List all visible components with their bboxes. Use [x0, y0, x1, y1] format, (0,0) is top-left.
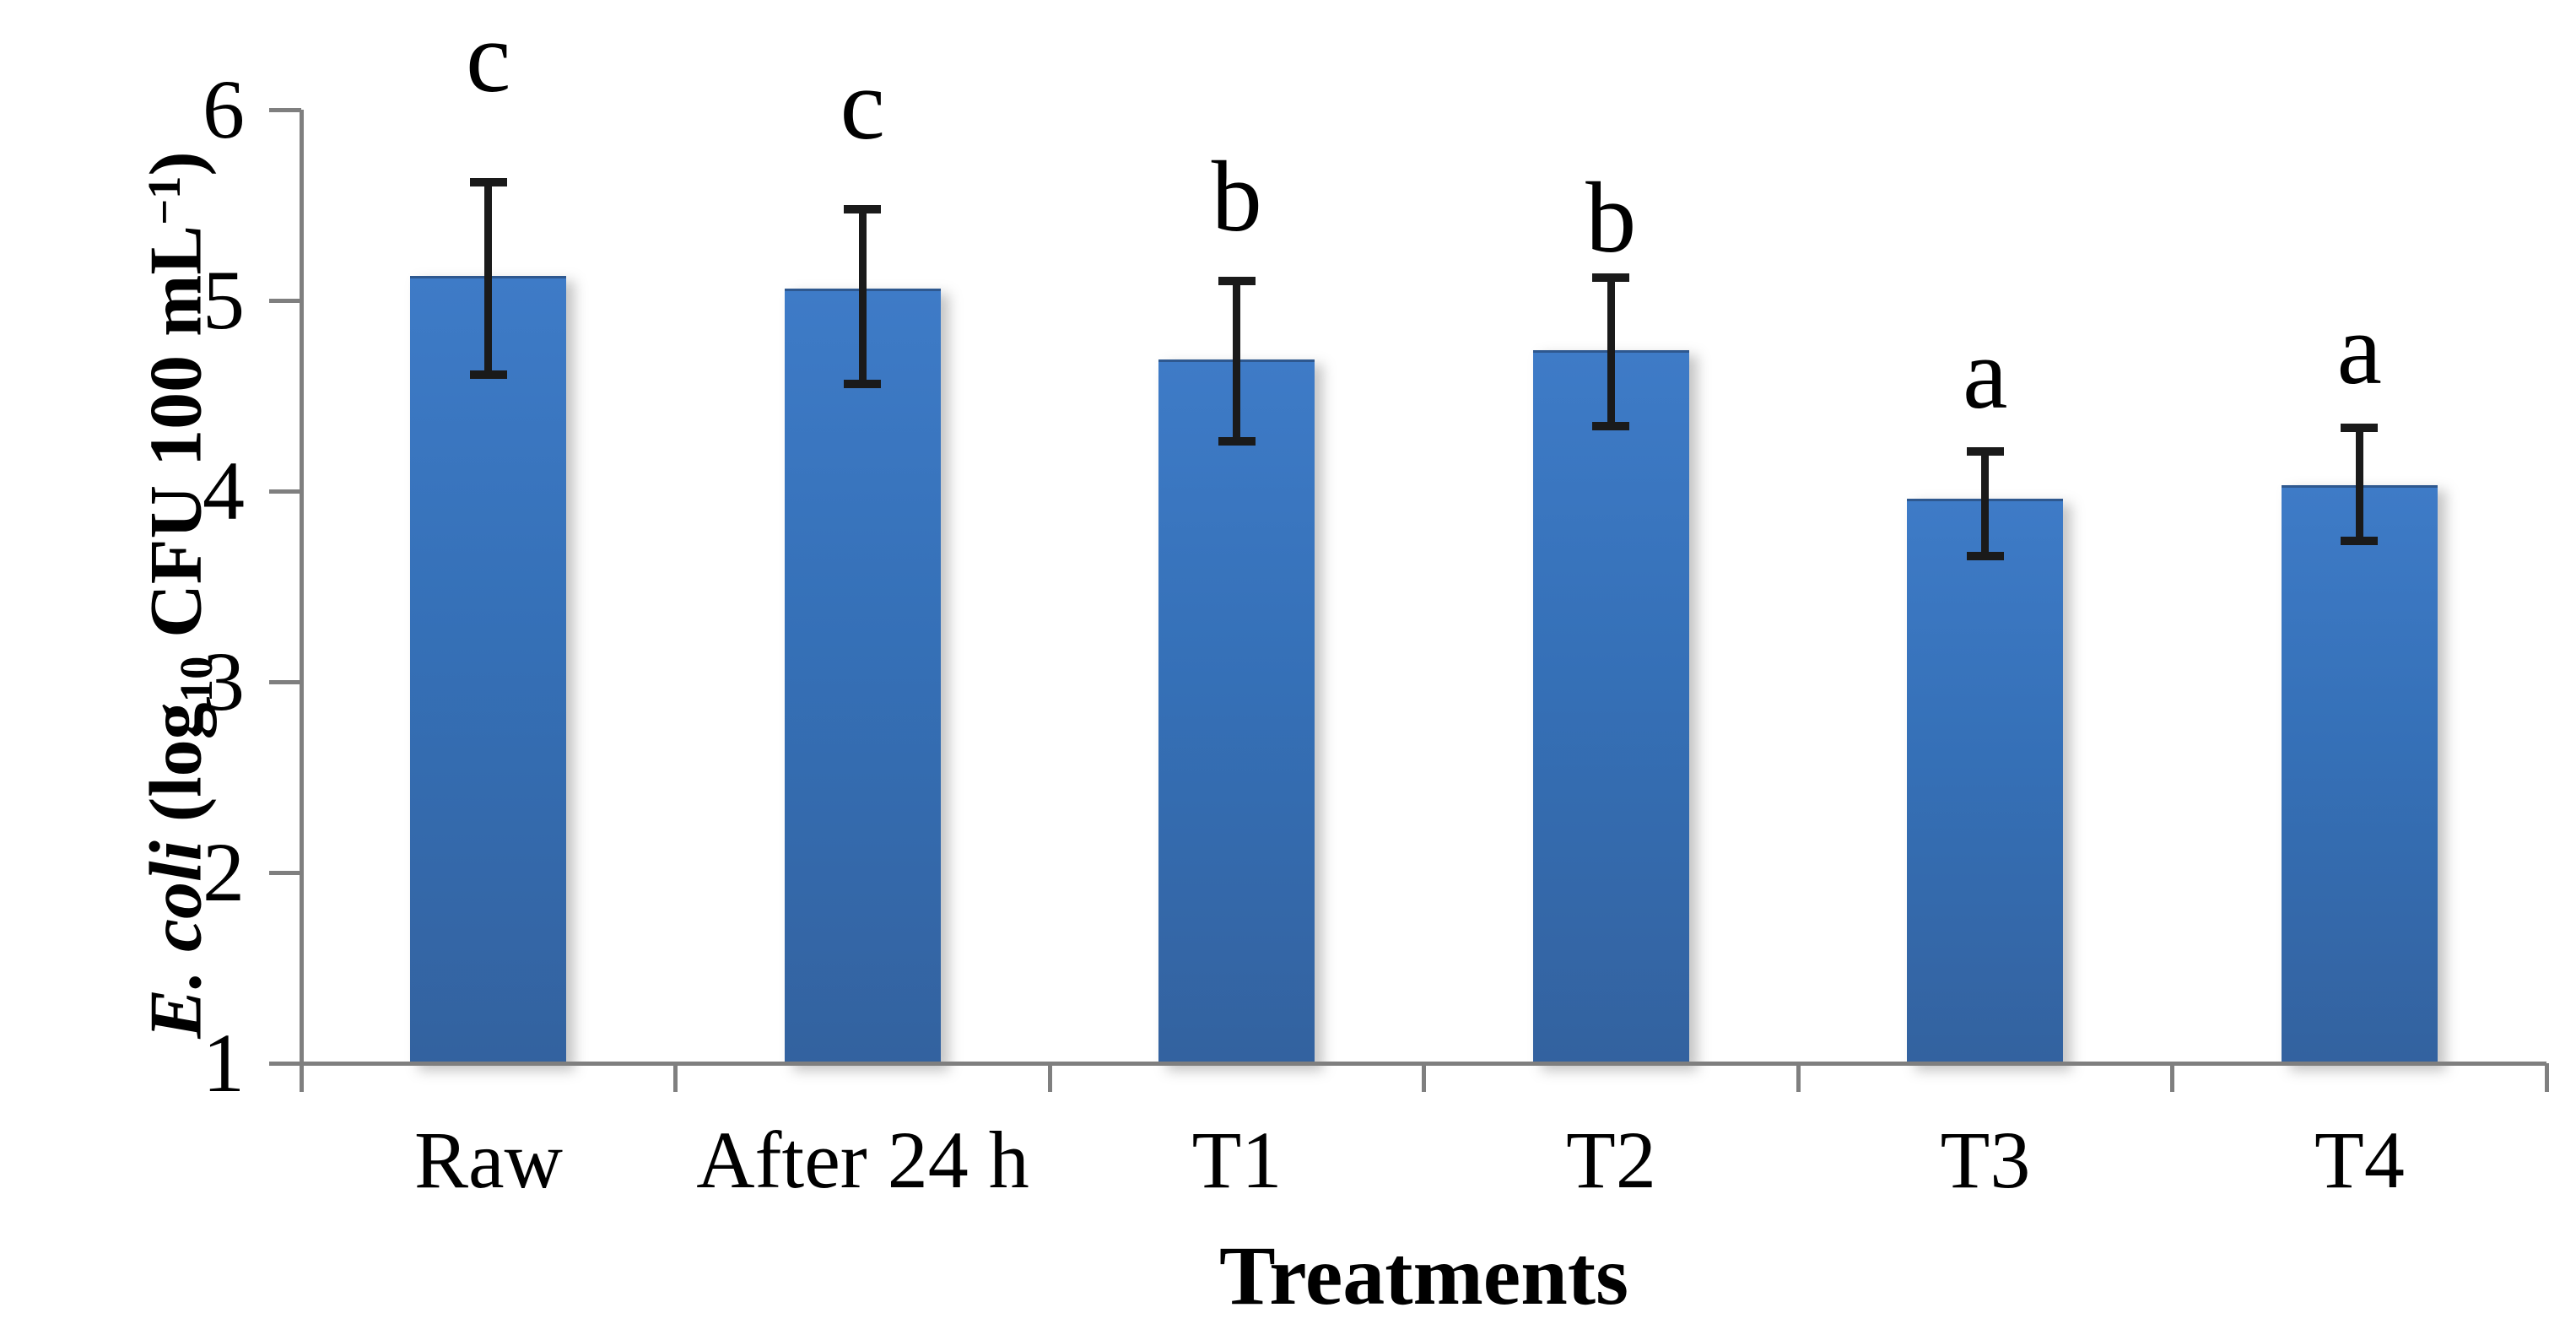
x-tick-label-T2: T2: [1566, 1115, 1656, 1205]
y-tick-label: 2: [203, 825, 245, 919]
x-boundary-tick: [1796, 1063, 1801, 1092]
y-tick-mark: [269, 870, 301, 875]
y-tick-label: 4: [203, 444, 245, 538]
error-bar-cap-bottom: [469, 370, 507, 380]
error-bar-line: [1981, 451, 1990, 556]
error-bar-cap-bottom: [2341, 536, 2379, 545]
x-boundary-tick: [2170, 1063, 2174, 1092]
y-tick-label: 6: [203, 62, 245, 156]
error-bar-cap-top: [2341, 424, 2379, 433]
significance-letter-Raw: c: [466, 0, 511, 113]
bar-T4: [2281, 485, 2438, 1066]
y-tick-mark: [269, 298, 301, 303]
significance-letter-After 24 h: c: [840, 48, 885, 161]
x-boundary-tick: [1047, 1063, 1052, 1092]
error-bar-line: [1607, 277, 1615, 427]
error-bar-line: [2355, 428, 2363, 541]
error-bar-cap-bottom: [1592, 422, 1630, 431]
x-tick-label-After 24 h: After 24 h: [696, 1115, 1029, 1205]
significance-letter-T1: b: [1211, 139, 1262, 252]
x-boundary-tick: [1422, 1063, 1426, 1092]
y-tick-label: 5: [203, 253, 245, 347]
y-tick-label: 3: [203, 635, 245, 728]
error-bar-line: [1233, 281, 1241, 442]
error-bar-cap-bottom: [1218, 437, 1256, 446]
error-bar-line: [484, 181, 493, 376]
y-tick-mark: [269, 679, 301, 684]
y-tick-mark: [269, 107, 301, 112]
error-bar-cap-top: [469, 177, 507, 186]
error-bar-cap-top: [1966, 446, 2004, 456]
significance-letter-T2: b: [1585, 160, 1637, 273]
bar-After 24 h: [784, 289, 941, 1066]
significance-letter-T3: a: [1963, 316, 2008, 430]
x-boundary-tick: [673, 1063, 678, 1092]
x-tick-label-T3: T3: [1940, 1115, 2031, 1205]
error-bar-cap-bottom: [844, 380, 882, 389]
significance-letter-T4: a: [2336, 292, 2382, 405]
x-tick-label-Raw: Raw: [414, 1115, 563, 1205]
y-tick-mark: [269, 489, 301, 494]
x-tick-label-T1: T1: [1191, 1115, 1283, 1205]
x-boundary-tick: [2544, 1063, 2549, 1092]
x-tick-label-T4: T4: [2314, 1115, 2405, 1205]
bar-T2: [1532, 349, 1689, 1066]
y-tick-mark: [269, 1061, 301, 1066]
x-axis-title: Treatments: [1218, 1229, 1629, 1322]
error-bar-cap-top: [1218, 277, 1256, 286]
error-bar-cap-bottom: [1966, 551, 2004, 560]
error-bar-cap-top: [1592, 273, 1630, 282]
y-axis-line: [299, 110, 304, 1092]
error-bar-cap-top: [844, 204, 882, 213]
bar-Raw: [410, 275, 567, 1066]
bar-T1: [1158, 359, 1315, 1066]
bar-T3: [1907, 499, 2064, 1066]
error-bar-line: [858, 208, 867, 385]
y-tick-label: 1: [203, 1016, 245, 1110]
